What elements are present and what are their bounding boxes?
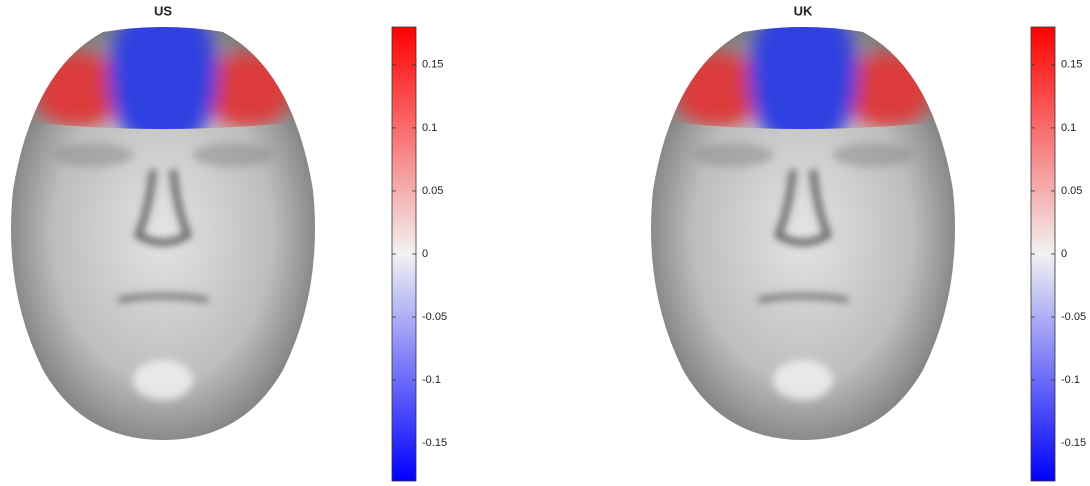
panel-title: US — [154, 3, 172, 18]
colorbar-tick-label: 0.15 — [1061, 59, 1082, 71]
panel-title: UK — [794, 3, 813, 18]
colorbar-tick-label: -0.15 — [1061, 437, 1086, 449]
colorbar-tick-label: -0.05 — [1061, 311, 1086, 323]
face-render — [11, 0, 315, 440]
colorbar-tick-label: -0.05 — [422, 311, 447, 323]
colorbar-tick-label: -0.1 — [1061, 374, 1080, 386]
colorbar-tick-label: 0.05 — [1061, 185, 1082, 197]
colorbar-tick-label: 0.05 — [422, 185, 443, 197]
colorbar-tick-label: 0 — [422, 248, 428, 260]
colorbar-tick-label: -0.1 — [422, 374, 441, 386]
colorbar-tick-label: -0.15 — [422, 437, 447, 449]
colorbar-tick-label: 0.15 — [422, 59, 443, 71]
colorbar-tick-label: 0.1 — [422, 122, 437, 134]
face-render — [651, 0, 955, 440]
colorbar-tick-label: 0 — [1061, 248, 1067, 260]
colorbar-tick-label: 0.1 — [1061, 122, 1076, 134]
